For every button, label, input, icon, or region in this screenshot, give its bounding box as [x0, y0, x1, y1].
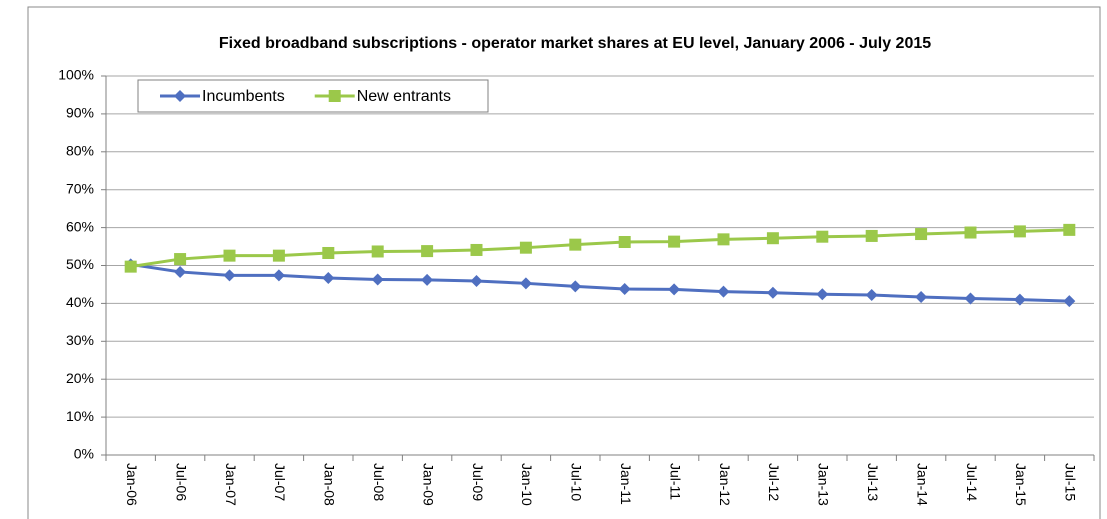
marker	[865, 229, 878, 242]
marker	[964, 226, 977, 239]
x-tick-label: Jan-09	[420, 463, 436, 506]
marker	[272, 269, 285, 282]
y-tick-label: 60%	[66, 218, 94, 234]
x-tick-label: Jul-11	[667, 463, 683, 500]
marker	[1063, 295, 1076, 308]
marker	[519, 277, 532, 290]
chart-frame	[27, 6, 1101, 519]
x-tick-label: Jan-14	[914, 463, 930, 506]
marker	[1063, 223, 1076, 236]
marker	[421, 245, 434, 258]
x-tick-label: Jul-13	[865, 463, 881, 501]
x-tick-label: Jul-09	[470, 463, 486, 501]
y-tick-label: 90%	[66, 105, 94, 121]
y-tick-label: 80%	[66, 143, 94, 159]
x-tick-label: Jan-12	[717, 463, 733, 506]
x-tick-label: Jan-13	[816, 463, 832, 506]
x-tick-label: Jul-06	[173, 463, 189, 501]
marker	[328, 90, 341, 102]
legend: Incumbents New entrants	[137, 79, 489, 113]
marker	[717, 233, 730, 246]
y-tick-label: 10%	[66, 408, 94, 424]
x-tick-label: Jan-11	[618, 463, 634, 505]
x-tick-label: Jan-08	[322, 463, 338, 506]
marker	[915, 290, 928, 303]
y-tick-label: 40%	[66, 294, 94, 310]
marker	[618, 236, 631, 249]
x-tick-label: Jul-07	[272, 463, 288, 501]
x-tick-label: Jan-10	[519, 463, 535, 506]
marker	[470, 243, 483, 256]
marker	[174, 253, 187, 266]
marker	[816, 288, 829, 301]
marker	[668, 235, 681, 248]
marker	[470, 275, 483, 288]
y-tick-label: 0%	[74, 446, 94, 462]
y-tick-label: 50%	[66, 256, 94, 272]
y-tick-label: 70%	[66, 180, 94, 196]
y-tick-label: 20%	[66, 370, 94, 386]
marker	[569, 238, 582, 251]
marker	[618, 282, 631, 295]
series-line	[130, 228, 1070, 269]
x-tick-label: Jan-07	[223, 463, 239, 506]
marker	[668, 283, 681, 296]
x-tick-label: Jul-15	[1063, 463, 1079, 501]
marker	[766, 286, 779, 299]
chart-title: Fixed broadband subscriptions - operator…	[218, 35, 932, 52]
marker	[322, 272, 335, 285]
marker	[272, 249, 285, 262]
marker	[223, 249, 236, 262]
legend-label: Incumbents	[202, 88, 285, 105]
y-tick-label: 100%	[58, 67, 94, 83]
marker	[816, 230, 829, 243]
marker	[322, 246, 335, 259]
marker	[964, 292, 977, 305]
marker	[865, 289, 878, 302]
x-tick-label: Jul-12	[766, 463, 782, 501]
y-tick-label: 30%	[66, 332, 94, 348]
series-line	[130, 262, 1070, 303]
marker	[519, 241, 532, 254]
marker	[371, 245, 384, 258]
marker	[766, 232, 779, 245]
marker	[223, 269, 236, 282]
x-tick-label: Jul-08	[371, 463, 387, 501]
x-tick-label: Jan-15	[1013, 463, 1029, 506]
x-tick-label: Jul-14	[964, 463, 980, 501]
marker	[915, 228, 928, 241]
marker	[569, 280, 582, 293]
marker	[174, 265, 187, 278]
marker	[1013, 293, 1026, 306]
x-tick-label: Jul-10	[569, 463, 585, 501]
x-tick-label: Jan-06	[124, 463, 140, 506]
marker	[421, 273, 434, 286]
legend-label: New entrants	[357, 88, 451, 105]
marker	[371, 273, 384, 286]
marker	[124, 260, 137, 273]
marker	[717, 285, 730, 298]
marker	[174, 90, 186, 102]
marker	[1013, 225, 1026, 238]
